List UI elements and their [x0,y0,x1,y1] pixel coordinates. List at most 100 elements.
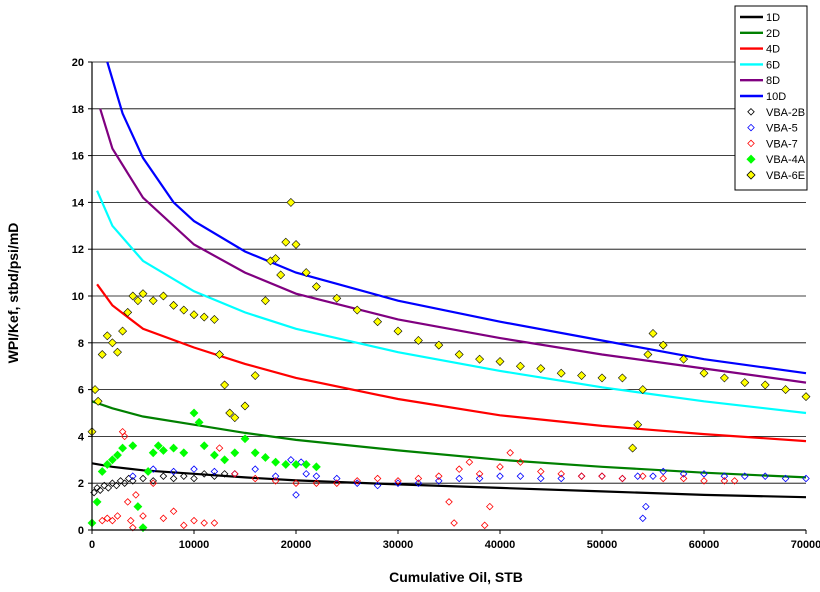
data-point [260,296,270,306]
data-point [287,456,295,464]
data-point [251,474,259,483]
y-tick-label: 20 [72,57,84,69]
data-point [225,408,235,418]
data-point [617,373,627,383]
data-point [179,448,189,458]
data-point [286,197,296,207]
data-point [169,507,178,516]
data-point [149,477,157,485]
data-point [153,441,163,451]
data-point [679,354,689,364]
data-point [120,479,129,487]
data-point [209,314,219,324]
data-point [760,380,770,390]
data-point [128,291,138,301]
x-axis-title: Cumulative Oil, STB [389,569,523,585]
data-point [220,380,230,390]
data-point [312,479,321,487]
tick-labels: 0 10000 20000 30000 40000 50000 60000 70000 0 2 4 6… [72,57,820,551]
data-point [210,519,219,527]
legend-swatch [747,108,755,116]
data-point [598,472,606,480]
data-point [730,477,739,485]
data-point [118,443,128,453]
data-point [159,472,168,480]
data-point [250,371,260,380]
data-point [454,350,464,359]
data-point [480,521,489,530]
y-tick-label: 14 [72,197,85,209]
data-point [373,481,382,490]
data-point [297,458,305,466]
x-tick-label: 30000 [383,539,414,551]
data-point [220,455,230,465]
data-point [557,470,565,478]
data-point [281,460,291,469]
data-point [577,371,587,380]
data-point [271,254,281,263]
data-point [126,516,135,525]
data-point [628,443,638,453]
data-point [200,519,208,527]
data-point [537,467,545,476]
data-point [260,453,270,462]
data-point [210,467,219,476]
series-lines [91,61,807,499]
legend-label: VBA-7 [766,138,798,150]
data-point [475,470,484,478]
data-point [139,512,147,520]
data-point [93,396,103,406]
data-point [189,408,199,418]
data-point [577,472,586,480]
series-line-2d [91,400,807,479]
data-point [200,470,208,478]
data-point [414,479,423,487]
x-tick-label: 0 [89,539,95,551]
data-point [312,472,321,480]
data-point [240,401,250,411]
data-point [271,477,280,485]
legend-label: VBA-5 [766,123,798,135]
data-point [210,472,219,480]
data-point [648,329,658,338]
legend-swatch [747,139,755,148]
y-tick-label: 8 [78,338,84,350]
series-line-8d [99,108,807,384]
data-point [373,317,383,327]
data-point [143,467,153,476]
data-point [123,307,133,317]
data-point [311,462,321,472]
data-point [301,460,311,469]
data-point [271,472,280,480]
data-point [292,491,300,499]
data-point [393,326,403,336]
data-point [720,472,729,480]
data-point [158,291,168,301]
legend-item: 2D [740,28,780,40]
data-point [169,467,178,476]
data-point [720,477,729,485]
data-point [180,472,188,480]
data-point [292,479,300,487]
data-point [413,336,423,345]
data-point [271,457,281,467]
data-point [199,441,209,451]
data-point [133,296,143,306]
data-point [102,460,112,469]
data-point [291,240,301,249]
data-point [113,347,122,357]
legend-label: 8D [766,75,780,87]
legend-item: VBA-5 [747,123,798,135]
legend-item: 8D [740,75,780,87]
data-point [633,420,643,430]
legend-label: 2D [766,28,780,40]
data-point [658,340,668,350]
data-point [190,465,198,473]
series-line-6d [96,190,807,415]
legend-swatch [747,123,755,132]
data-point [394,477,402,485]
data-point [353,477,361,485]
data-point [281,237,291,247]
data-point [781,474,790,483]
data-point [149,479,157,487]
